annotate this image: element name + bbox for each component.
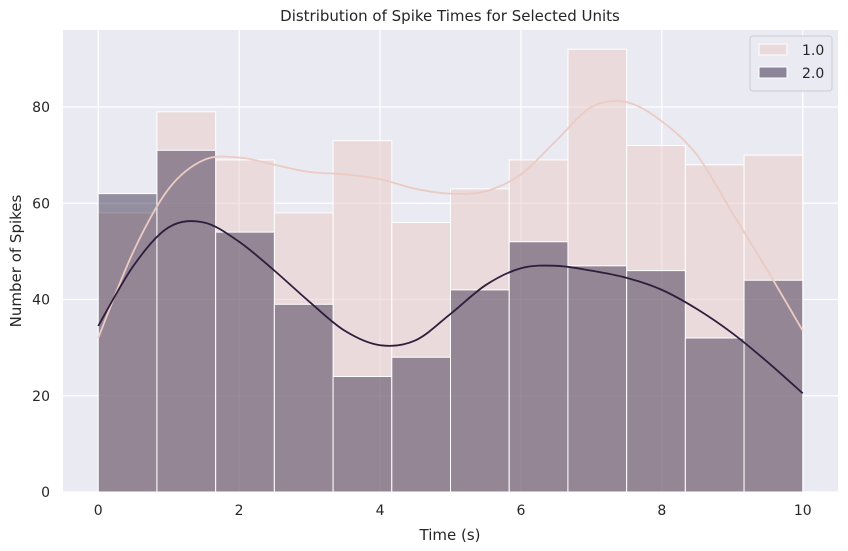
legend-label-series-2: 2.0 xyxy=(802,66,824,82)
bar-series-2 xyxy=(156,149,217,493)
bar-series-1 xyxy=(684,164,745,493)
series-2-bars xyxy=(97,149,804,493)
bar-series-2 xyxy=(97,193,158,493)
bar-series-2 xyxy=(508,241,569,493)
bar-series-1 xyxy=(450,188,510,493)
legend-label-series-1: 1.0 xyxy=(802,43,824,59)
bar-series-1 xyxy=(215,159,275,493)
x-tick-label: 2 xyxy=(235,503,244,519)
bar-series-1 xyxy=(743,154,804,493)
x-tick-label: 10 xyxy=(794,503,812,519)
bar-series-2 xyxy=(273,303,334,493)
bar-series-2 xyxy=(684,337,745,493)
bar-series-2 xyxy=(215,231,275,493)
y-tick-label: 60 xyxy=(32,196,50,212)
x-axis-label: Time (s) xyxy=(419,526,481,544)
y-tick-labels: 0 20 40 60 80 xyxy=(32,100,50,501)
bar-series-2 xyxy=(626,270,686,493)
x-tick-label: 4 xyxy=(376,503,385,519)
y-tick-label: 20 xyxy=(32,389,50,405)
bar-series-2 xyxy=(450,289,510,493)
x-tick-labels: 0 2 4 6 8 10 xyxy=(94,503,812,519)
x-tick-label: 8 xyxy=(657,503,666,519)
bar-series-2 xyxy=(332,376,393,493)
legend-swatch-series-2 xyxy=(758,66,788,79)
bar-series-2 xyxy=(567,265,628,493)
bar-series-1 xyxy=(508,159,569,493)
x-tick-label: 0 xyxy=(94,503,103,519)
series-1-bars xyxy=(97,48,804,493)
y-tick-label: 0 xyxy=(41,485,50,501)
kde-lines xyxy=(97,100,804,395)
y-axis-label: Number of Spikes xyxy=(7,194,25,327)
bar-series-1 xyxy=(567,48,628,493)
y-tick-label: 80 xyxy=(32,100,50,116)
y-tick-label: 40 xyxy=(32,293,50,309)
bar-series-2 xyxy=(391,356,451,493)
x-tick-label: 6 xyxy=(516,503,525,519)
kde-line-series-2 xyxy=(97,220,804,395)
legend: 1.0 2.0 xyxy=(749,35,833,92)
chart-title: Distribution of Spike Times for Selected… xyxy=(280,7,620,25)
legend-swatch-series-1 xyxy=(758,43,788,56)
bar-series-1 xyxy=(332,140,393,493)
kde-line-series-1 xyxy=(97,100,804,339)
